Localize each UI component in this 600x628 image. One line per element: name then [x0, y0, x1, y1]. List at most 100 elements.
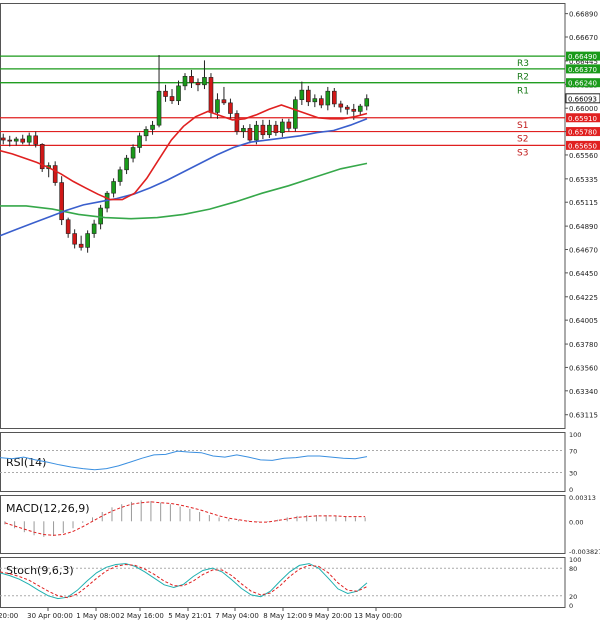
- candle-body: [176, 85, 181, 102]
- candle-body: [78, 243, 84, 248]
- candle-body: [306, 89, 311, 103]
- candle-body: [59, 182, 64, 221]
- level-name-r2: R2: [517, 73, 529, 83]
- candle-body: [7, 139, 13, 142]
- rsi-tick-label: 100: [569, 431, 581, 439]
- price-tick-label: 0.64225: [569, 294, 598, 302]
- candle-body: [189, 76, 194, 83]
- candle-body: [364, 98, 370, 107]
- candle-body: [228, 102, 233, 114]
- candle-body: [182, 76, 188, 87]
- candle-body: [234, 113, 240, 132]
- candle-body: [273, 124, 279, 133]
- stoch-tick-label: 0: [569, 602, 573, 610]
- candle-body: [124, 157, 129, 171]
- level-name-s1: S1: [517, 121, 528, 131]
- price-tick-label: 0.63560: [569, 364, 598, 372]
- level-value-label: 0.65650: [568, 142, 597, 150]
- pane-frame-main: [0, 3, 566, 429]
- candle-body: [65, 219, 71, 234]
- macd-signal-line: [4, 501, 366, 536]
- price-tick-label: 0.65335: [569, 176, 598, 184]
- candle-body: [169, 96, 175, 102]
- candle-body: [39, 144, 45, 170]
- current-price-box: [565, 93, 600, 104]
- x-axis-label: 30 Apr 00:00: [27, 612, 73, 620]
- rsi-tick-label: 70: [569, 448, 577, 456]
- candle-body: [52, 165, 58, 183]
- rsi-tick-label: 0: [569, 486, 573, 494]
- current-price-label: 0.66093: [568, 95, 597, 103]
- candle-body: [267, 124, 272, 136]
- candle-body: [286, 121, 292, 129]
- candle-body: [319, 98, 324, 106]
- level-value-label: 0.66240: [568, 80, 597, 88]
- price-tick-label: 0.66670: [569, 34, 598, 42]
- macd-tick-label: -0.003827: [569, 548, 600, 556]
- pane-frame-rsi: [0, 432, 566, 492]
- stoch-tick-label: 80: [569, 565, 577, 573]
- x-axis-label: 13 May 00:00: [354, 612, 402, 620]
- price-tick-label: 0.64670: [569, 247, 598, 255]
- level-value-box: [566, 113, 600, 123]
- x-axis-label: 5 May 21:01: [168, 612, 212, 620]
- x-axis-label: 2 May 16:00: [120, 612, 164, 620]
- candle-body: [299, 89, 305, 100]
- candle-body: [117, 169, 123, 182]
- level-value-box: [566, 64, 600, 74]
- candle-body: [85, 233, 90, 248]
- candle-body: [338, 103, 344, 108]
- candle-body: [344, 106, 350, 110]
- level-value-box: [566, 140, 600, 150]
- level-value-box: [566, 51, 600, 61]
- level-value-box: [566, 127, 600, 137]
- price-tick-label: 0.66445: [569, 58, 598, 66]
- level-value-label: 0.65910: [568, 115, 597, 123]
- candle-body: [357, 105, 363, 112]
- candle-body: [312, 98, 318, 103]
- candle-body: [26, 135, 32, 143]
- stoch-k-line: [0, 563, 368, 600]
- macd-label: MACD(12,26,9): [6, 502, 90, 515]
- candle-body: [98, 207, 103, 225]
- candle-body: [293, 99, 298, 129]
- price-tick-label: 0.66890: [569, 11, 598, 19]
- price-tick-label: 0.63115: [569, 412, 598, 420]
- candle-body: [137, 135, 142, 148]
- candle-body: [331, 90, 337, 105]
- candle-body: [156, 90, 162, 126]
- stoch-label: Stoch(9,6,3): [6, 564, 74, 577]
- rsi-line: [0, 450, 368, 471]
- candle-body: [33, 135, 39, 145]
- stoch-tick-label: 100: [569, 556, 581, 564]
- price-tick-label: 0.64005: [569, 317, 598, 325]
- candle-body: [202, 77, 207, 86]
- rsi-tick-label: 30: [569, 470, 577, 478]
- ma-blue-line: [0, 118, 368, 237]
- candle-body: [325, 90, 331, 106]
- candle-body: [72, 233, 77, 245]
- candle-body: [260, 124, 266, 136]
- level-value-box: [566, 78, 600, 88]
- level-value-label: 0.65780: [568, 129, 597, 137]
- macd-tick-label: 0.00: [569, 518, 583, 526]
- level-value-label: 0.66370: [568, 66, 597, 74]
- price-tick-label: 0.63780: [569, 341, 598, 349]
- price-tick-label: 0.66000: [569, 105, 598, 113]
- stoch-tick-label: 20: [569, 593, 577, 601]
- candle-body: [163, 90, 168, 97]
- candle-body: [208, 77, 214, 113]
- candle-body: [111, 181, 116, 194]
- level-name-r3: R3: [517, 59, 529, 69]
- candle-body: [91, 223, 97, 234]
- candle-body: [0, 137, 6, 141]
- candle-body: [241, 128, 246, 132]
- candles-group: [0, 55, 370, 253]
- pane-frame-macd: [0, 495, 566, 554]
- price-tick-label: 0.65560: [569, 152, 598, 160]
- x-axis-label: 8 May 12:00: [263, 612, 307, 620]
- price-tick-label: 0.65115: [569, 199, 598, 207]
- level-name-s3: S3: [517, 148, 528, 158]
